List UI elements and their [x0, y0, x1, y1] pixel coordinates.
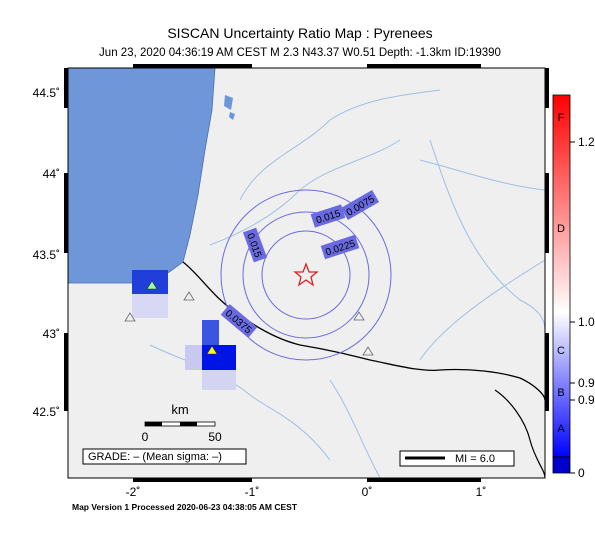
map-area: 0.0075 0.015 0.0225 0.015 0.0375 km 0 50…	[68, 68, 545, 478]
grade-letter: D	[557, 223, 565, 235]
grade-letter: B	[557, 387, 564, 399]
scale-end: 50	[208, 430, 222, 444]
colorbar-value: 0.9	[578, 376, 595, 390]
lat-tick: 43˚	[43, 327, 60, 341]
epicenter	[293, 262, 319, 287]
ocean	[68, 68, 216, 284]
grade-letter: F	[558, 112, 565, 124]
scale-unit: km	[171, 402, 188, 417]
lon-tick: -2˚	[126, 485, 141, 499]
title: SISCAN Uncertainty Ratio Map : Pyrenees	[167, 25, 432, 41]
colorbar: F D C B A 1.2 1.0 0.9 0.9 0	[552, 94, 595, 480]
contours	[220, 189, 392, 361]
colorbar-value: 0.9	[578, 393, 595, 407]
mi-legend: MI = 6.0	[455, 453, 495, 465]
lon-tick: 1˚	[476, 485, 487, 499]
uncertainty-cells	[132, 270, 236, 390]
rivers	[149, 89, 545, 478]
colorbar-value: 0	[578, 466, 585, 480]
lat-tick: 44˚	[43, 167, 60, 181]
lat-tick: 44.5˚	[33, 86, 60, 100]
subtitle: Jun 23, 2020 04:36:19 AM CEST M 2.3 N43.…	[99, 47, 501, 59]
colorbar-value: 1.0	[578, 315, 595, 329]
grade-letter: A	[557, 423, 565, 435]
lon-tick: -1˚	[245, 485, 260, 499]
footer: Map Version 1 Processed 2020-06-23 04:38…	[72, 502, 298, 512]
scale-start: 0	[142, 430, 149, 444]
frame-ticks	[64, 64, 549, 482]
grade: GRADE: – (Mean sigma: –)	[88, 451, 222, 463]
colorbar-value: 1.2	[578, 135, 595, 149]
lat-tick: 42.5˚	[33, 405, 60, 419]
grade-letter: C	[557, 345, 565, 357]
stations	[124, 291, 374, 356]
lon-tick: 0˚	[362, 485, 373, 499]
lat-tick: 43.5˚	[33, 248, 60, 262]
